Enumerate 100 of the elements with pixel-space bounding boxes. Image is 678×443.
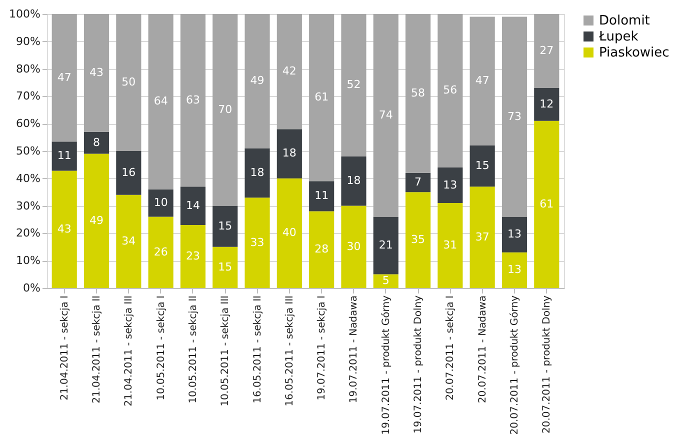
data-label: 73	[507, 110, 522, 123]
bar	[276, 178, 302, 288]
data-label: 18	[282, 146, 296, 160]
x-tick-label: 19.07.2011 - produkt Dolny	[413, 295, 424, 434]
bar	[502, 252, 528, 288]
bar	[534, 88, 560, 121]
bar	[116, 151, 142, 195]
data-label: 15	[218, 260, 232, 274]
bar	[534, 120, 560, 288]
bar	[373, 216, 398, 274]
x-tick-label: 10.05.2011 - sekcja II	[188, 296, 199, 404]
data-label: 58	[411, 86, 426, 100]
bar	[52, 170, 77, 288]
data-label: 49	[90, 214, 104, 227]
x-tick-label: 19.07.2011 - sekcja I	[316, 296, 328, 400]
data-label: 7	[414, 176, 422, 189]
y-tick-label: 100%	[9, 8, 40, 20]
data-label: 5	[382, 274, 390, 288]
bar	[438, 14, 463, 168]
data-label: 13	[507, 263, 522, 276]
data-label: 35	[411, 233, 426, 246]
legend-label: Dolomit	[599, 14, 650, 28]
data-label: 43	[90, 66, 104, 79]
data-label: 8	[93, 136, 100, 149]
bar	[470, 16, 495, 146]
y-tick-label: 60%	[16, 117, 40, 130]
y-tick-label: 40%	[16, 172, 40, 185]
data-label: 40	[282, 226, 296, 240]
data-label: 49	[250, 74, 264, 88]
data-label: 47	[475, 74, 490, 88]
bar	[373, 274, 398, 288]
data-label: 18	[346, 174, 361, 188]
bar	[341, 156, 366, 206]
bar	[341, 14, 366, 156]
bar	[212, 206, 238, 247]
bar	[212, 14, 238, 206]
bar	[405, 14, 431, 173]
data-label: 42	[282, 64, 296, 78]
data-label: 64	[154, 94, 168, 108]
y-tick-label: 0%	[23, 282, 40, 294]
bar	[84, 132, 110, 154]
y-tick-label: 70%	[16, 90, 40, 103]
bar	[180, 14, 206, 187]
bar	[148, 216, 174, 288]
bar	[244, 148, 270, 198]
bar	[341, 206, 366, 288]
bar	[180, 224, 206, 288]
bar	[116, 194, 142, 288]
y-tick-label: 10%	[16, 254, 40, 268]
x-tick-label: 16.05.2011 - sekcja III	[284, 296, 296, 406]
bar	[502, 216, 528, 252]
bar	[373, 14, 398, 217]
x-tick-label: 20.07.2011 - sekcja I	[445, 296, 456, 400]
x-tick-label: 10.05.2011 - sekcja III	[220, 296, 232, 406]
bar	[52, 142, 77, 171]
bar	[84, 14, 110, 132]
data-label: 10	[154, 196, 168, 210]
data-label: 14	[186, 198, 200, 212]
data-label: 30	[346, 240, 361, 253]
bar	[116, 14, 142, 151]
data-label: 15	[218, 219, 232, 232]
x-tick-label: 16.05.2011 - sekcja II	[252, 296, 264, 404]
x-tick-label: 21.04.2011 - sekcja I	[59, 296, 70, 400]
bar	[309, 14, 334, 182]
data-label: 21	[378, 238, 393, 252]
x-tick-label: 20.07.2011 - produkt Górny	[509, 295, 520, 435]
bar	[309, 211, 334, 288]
x-tick-label: 19.07.2011 - Nadawa	[348, 296, 360, 404]
data-label: 63	[186, 93, 200, 106]
bar	[84, 154, 110, 288]
y-tick-label: 20%	[16, 226, 40, 240]
bar	[180, 186, 206, 225]
data-label: 74	[378, 108, 393, 122]
bar	[244, 14, 270, 148]
x-tick-label: 20.07.2011 - produkt Dolny	[542, 295, 553, 434]
data-label: 18	[250, 166, 264, 179]
y-tick-label: 80%	[16, 62, 40, 76]
data-label: 23	[186, 249, 200, 262]
bar	[502, 16, 528, 217]
bar	[534, 14, 560, 88]
data-label: 61	[314, 90, 329, 104]
x-tick-label: 21.04.2011 - sekcja II	[92, 296, 103, 404]
bar	[244, 198, 270, 288]
x-tick-label: 21.04.2011 - sekcja III	[124, 296, 135, 406]
data-label: 70	[218, 102, 232, 116]
data-label: 11	[57, 149, 72, 162]
data-label: 56	[443, 84, 458, 97]
y-tick-label: 30%	[16, 199, 40, 212]
y-tick-label: 90%	[16, 34, 40, 48]
bar	[405, 192, 431, 288]
bar	[438, 167, 463, 204]
data-label: 15	[475, 159, 490, 172]
data-label: 33	[250, 236, 264, 249]
data-label: 52	[346, 78, 361, 92]
data-label: 61	[540, 197, 554, 210]
data-label: 13	[443, 178, 458, 192]
data-label: 50	[122, 76, 136, 88]
bar	[148, 189, 174, 217]
data-label: 27	[540, 44, 554, 57]
bar	[276, 129, 302, 178]
